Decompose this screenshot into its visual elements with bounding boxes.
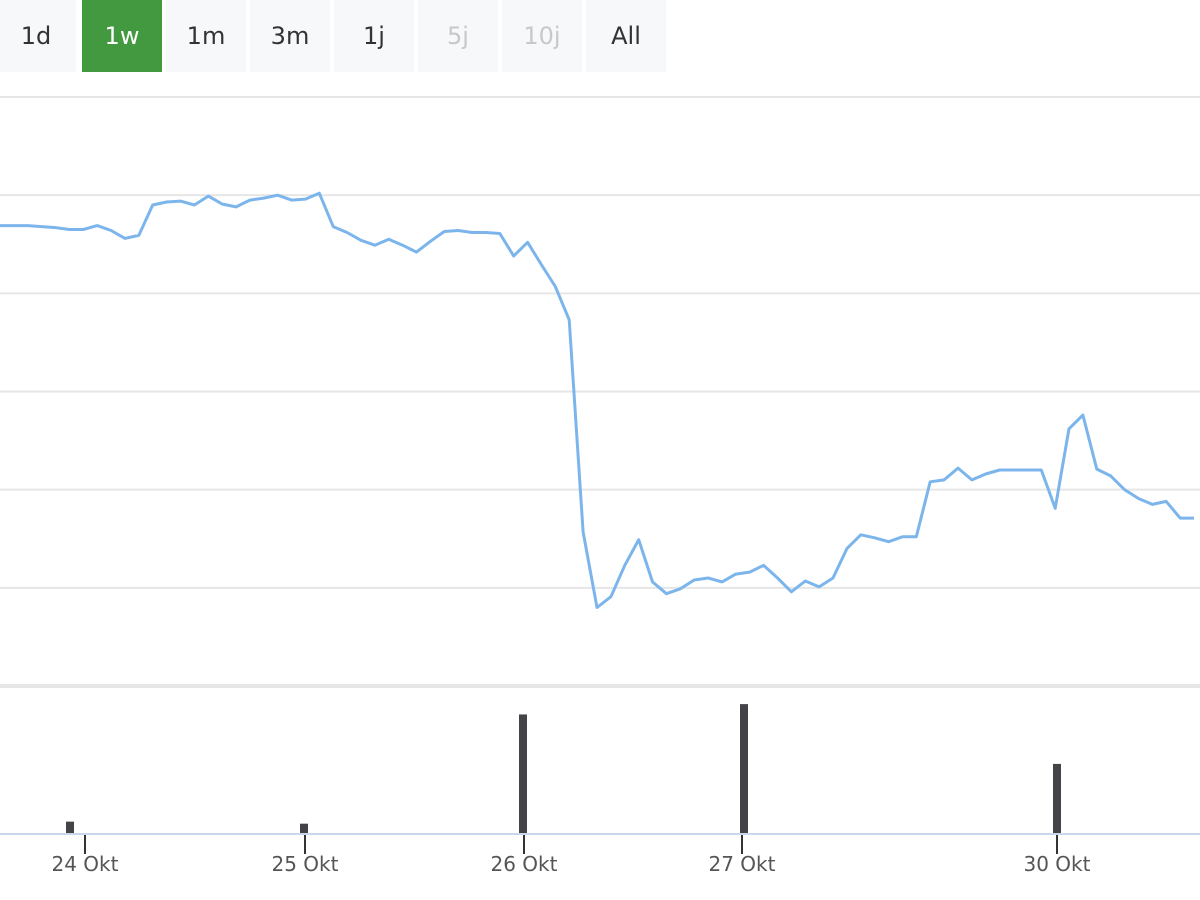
- volume-bar[interactable]: [740, 704, 748, 834]
- pane-separator: [0, 684, 1200, 688]
- range-button-10j: 10j: [502, 0, 582, 72]
- grid-lines: [0, 96, 1200, 589]
- volume-bar[interactable]: [1053, 763, 1061, 834]
- x-tick-label: 24 Okt: [52, 852, 119, 876]
- x-tick-label: 30 Okt: [1024, 852, 1091, 876]
- range-button-1j[interactable]: 1j: [334, 0, 414, 72]
- range-button-5j: 5j: [418, 0, 498, 72]
- range-button-1d[interactable]: 1d: [0, 0, 76, 72]
- range-button-all[interactable]: All: [586, 0, 666, 72]
- range-button-1w[interactable]: 1w: [82, 0, 162, 72]
- range-button-3m[interactable]: 3m: [250, 0, 330, 72]
- x-axis-ticks: 24 Okt 25 Okt 26 Okt 27 Okt 30 Okt: [52, 835, 1091, 876]
- x-tick-label: 25 Okt: [272, 852, 339, 876]
- volume-bars: [66, 704, 1061, 834]
- price-line-series[interactable]: [0, 191, 1194, 609]
- volume-bar[interactable]: [519, 714, 527, 834]
- x-tick-label: 27 Okt: [709, 852, 776, 876]
- x-tick-label: 26 Okt: [491, 852, 558, 876]
- volume-bar[interactable]: [66, 821, 74, 834]
- volume-bar[interactable]: [300, 823, 308, 834]
- range-button-1m[interactable]: 1m: [166, 0, 246, 72]
